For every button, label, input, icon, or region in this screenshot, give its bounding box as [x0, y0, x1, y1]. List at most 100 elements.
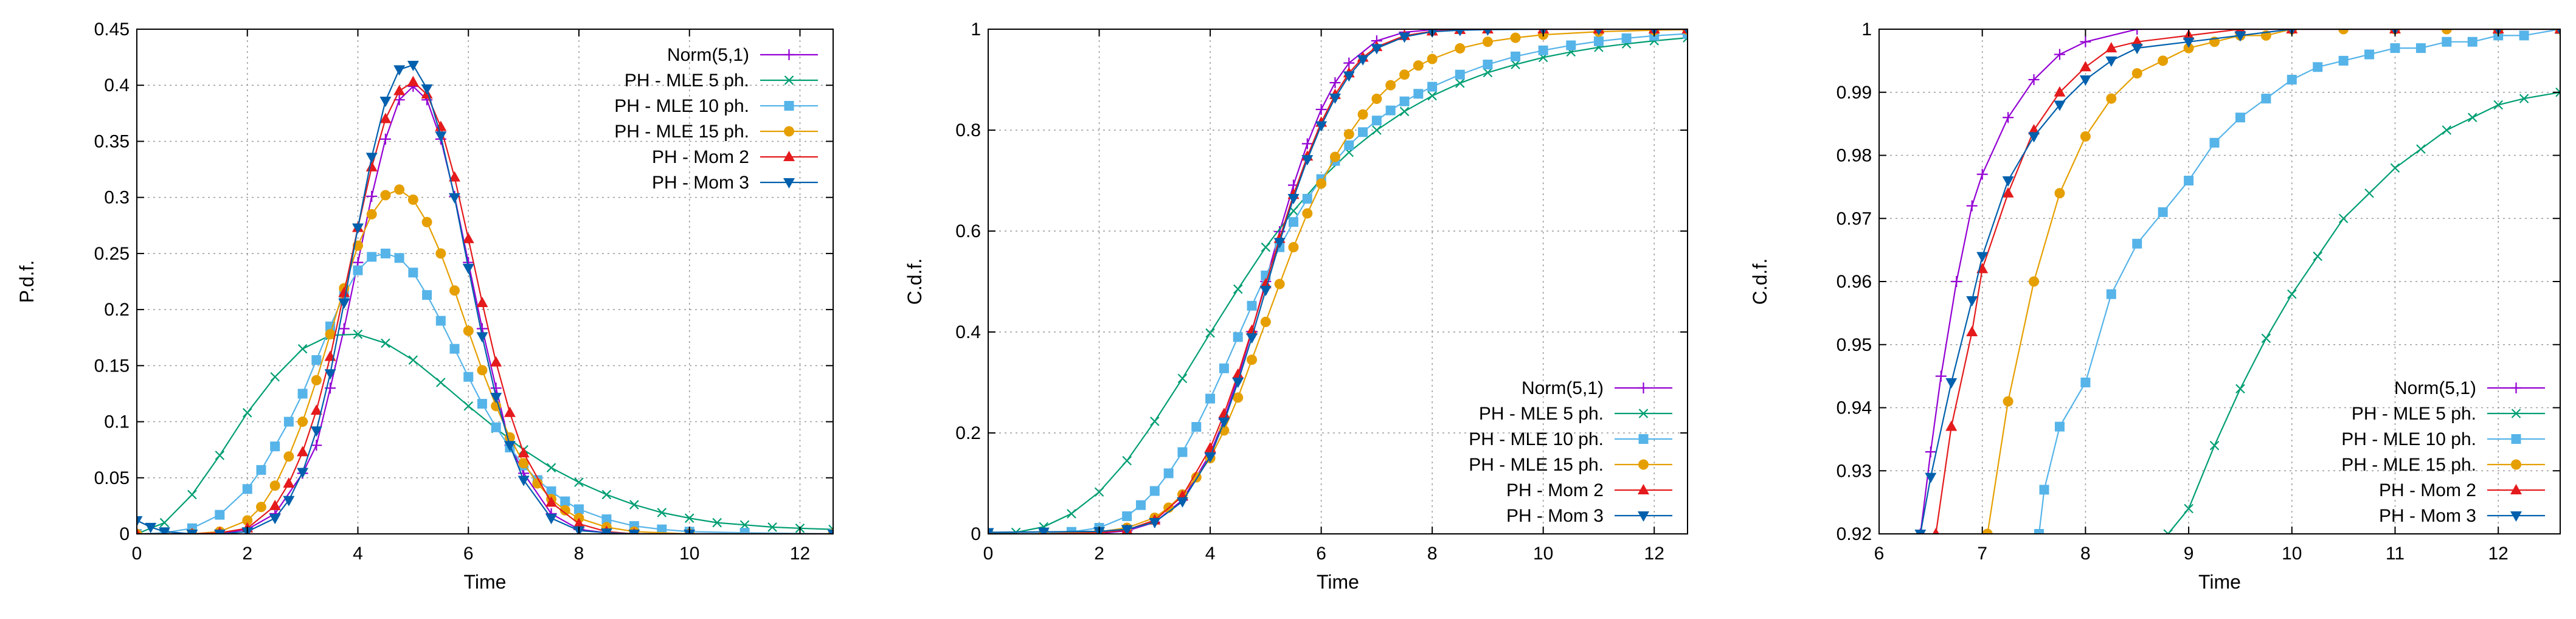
data-point — [1483, 67, 1493, 78]
legend-label: PH - Mom 2 — [2379, 480, 2476, 500]
data-point — [2158, 55, 2169, 66]
legend-item: PH - MLE 15 ph. — [2341, 455, 2545, 475]
data-point — [2003, 112, 2014, 123]
data-point — [2131, 29, 2143, 35]
data-point — [1966, 200, 1978, 212]
data-point — [1315, 121, 1328, 132]
data-point — [1094, 487, 1104, 497]
data-point — [1593, 36, 1604, 46]
y-tick-label: 0.98 — [1837, 146, 1872, 166]
legend-marker — [2510, 484, 2522, 494]
data-point — [1371, 44, 1383, 55]
data-point — [159, 517, 170, 528]
data-point — [407, 194, 418, 205]
data-point — [601, 514, 612, 525]
data-point — [422, 290, 432, 300]
data-point — [1684, 29, 1688, 35]
data-point — [1066, 527, 1076, 534]
legend-item: PH - MLE 5 ph. — [625, 71, 818, 91]
data-point — [1343, 57, 1355, 69]
legend: Norm(5,1) PH - MLE 5 ph. PH - MLE 10 ph. PH… — [614, 45, 818, 193]
data-point — [462, 263, 474, 274]
data-point — [215, 510, 225, 520]
data-point — [2183, 37, 2195, 48]
ticks: 0 2 4 6 8 10 12 0 0.2 0.4 0.6 0.8 1 — [955, 19, 1688, 564]
data-point — [1232, 378, 1244, 389]
y-tick-label: 0.94 — [1837, 398, 1872, 418]
legend-item: PH - MLE 10 ph. — [2341, 429, 2545, 449]
grid — [988, 29, 1688, 534]
x-tick-label: 10 — [1533, 544, 1553, 564]
data-point — [2106, 289, 2116, 299]
legend-marker — [2511, 459, 2521, 470]
y-tick-label: 0.25 — [94, 244, 130, 264]
legend-marker — [1638, 459, 1649, 470]
y-tick-label: 0.35 — [94, 131, 130, 151]
data-point — [1259, 278, 1272, 289]
data-point — [421, 84, 433, 95]
data-point — [394, 184, 405, 195]
data-point — [297, 468, 309, 479]
y-tick-label: 0.93 — [1837, 461, 1872, 481]
data-point — [1455, 43, 1466, 54]
data-point — [1399, 96, 1410, 106]
data-point — [269, 480, 280, 491]
y-tick-label: 1 — [971, 19, 981, 40]
data-point — [353, 329, 363, 339]
data-point — [2080, 131, 2091, 142]
data-point — [1399, 32, 1411, 43]
data-point — [1399, 69, 1410, 80]
series-5 — [988, 29, 1688, 534]
y-tick-label: 0.99 — [1837, 83, 1872, 103]
y-axis-label: C.d.f. — [1749, 258, 1771, 305]
y-tick-label: 0.97 — [1837, 209, 1872, 229]
data-point — [1511, 51, 1521, 61]
data-point — [463, 325, 474, 336]
data-point — [1427, 91, 1437, 101]
data-point — [657, 508, 667, 517]
legend-label: PH - MLE 10 ph. — [1469, 429, 1604, 449]
data-point — [449, 285, 460, 296]
x-tick-label: 9 — [2184, 544, 2194, 564]
data-point — [463, 401, 474, 411]
data-point — [2131, 68, 2142, 79]
data-point — [421, 216, 432, 227]
legend-item: PH - Mom 3 — [2379, 506, 2545, 526]
x-tick-label: 2 — [1094, 544, 1104, 564]
data-point — [2184, 176, 2194, 185]
data-point — [1456, 29, 1464, 36]
data-point — [1233, 284, 1243, 294]
data-point — [270, 441, 280, 452]
data-point — [1205, 393, 1216, 404]
data-point — [436, 378, 446, 387]
data-point — [504, 441, 516, 452]
data-point — [353, 265, 363, 275]
data-point — [463, 372, 474, 382]
series-line — [1987, 29, 2560, 534]
data-point — [2416, 144, 2426, 154]
data-point — [2557, 29, 2560, 35]
data-point — [1287, 194, 1300, 205]
data-point — [1150, 417, 1160, 426]
data-point — [1621, 33, 1632, 43]
data-point — [1413, 89, 1424, 99]
legend-label: PH - Mom 2 — [652, 147, 749, 167]
data-point — [1233, 332, 1243, 342]
data-point — [435, 120, 447, 131]
x-tick-label: 0 — [983, 544, 994, 564]
data-point — [1232, 368, 1244, 379]
data-point — [827, 530, 833, 534]
data-point — [477, 399, 487, 409]
x-tick-label: 8 — [574, 544, 584, 564]
x-tick-label: 8 — [2080, 544, 2091, 564]
data-point — [435, 248, 446, 259]
data-point — [379, 133, 391, 145]
data-point — [283, 477, 295, 488]
data-point — [449, 171, 461, 182]
data-point — [2261, 333, 2271, 344]
data-point — [1399, 106, 1410, 117]
data-point — [1357, 109, 1368, 120]
legend-marker — [784, 75, 794, 85]
legend-marker — [784, 101, 794, 111]
